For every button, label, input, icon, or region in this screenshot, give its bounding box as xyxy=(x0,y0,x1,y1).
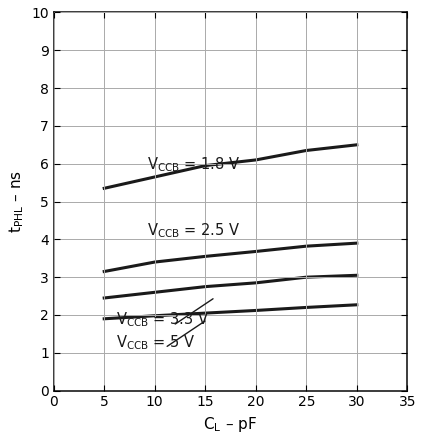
Text: $\mathregular{V_{CCB}}$ = 2.5 V: $\mathregular{V_{CCB}}$ = 2.5 V xyxy=(147,222,240,240)
Y-axis label: $\mathregular{t_{PHL}}$ – ns: $\mathregular{t_{PHL}}$ – ns xyxy=(7,170,26,233)
Text: $\mathregular{V_{CCB}}$ = 1.8 V: $\mathregular{V_{CCB}}$ = 1.8 V xyxy=(147,156,239,174)
X-axis label: $\mathregular{C_L}$ – pF: $\mathregular{C_L}$ – pF xyxy=(203,415,258,434)
Text: $\mathregular{V_{CCB}}$ = 3.3 V: $\mathregular{V_{CCB}}$ = 3.3 V xyxy=(116,310,210,329)
Text: $\mathregular{V_{CCB}}$ = 5 V: $\mathregular{V_{CCB}}$ = 5 V xyxy=(116,333,196,352)
